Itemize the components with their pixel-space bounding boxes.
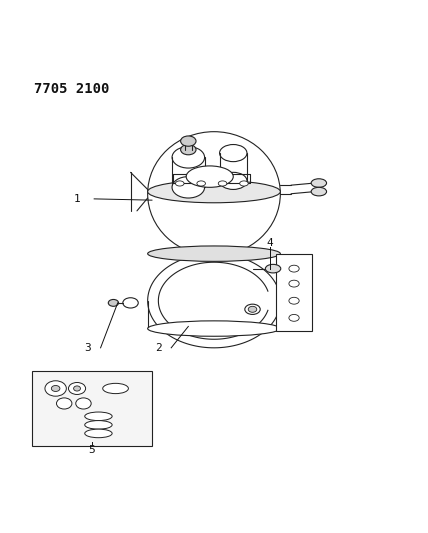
Ellipse shape — [51, 385, 60, 391]
Text: 3: 3 — [84, 343, 91, 353]
Ellipse shape — [181, 136, 196, 146]
Ellipse shape — [289, 280, 299, 287]
Ellipse shape — [181, 144, 196, 155]
Ellipse shape — [311, 179, 327, 187]
Ellipse shape — [172, 147, 205, 168]
Ellipse shape — [76, 398, 91, 409]
Ellipse shape — [186, 166, 233, 187]
Ellipse shape — [289, 265, 299, 272]
Ellipse shape — [248, 306, 257, 312]
Text: 1: 1 — [74, 194, 80, 204]
Ellipse shape — [265, 264, 281, 273]
Ellipse shape — [197, 181, 205, 186]
Ellipse shape — [240, 181, 248, 186]
Ellipse shape — [85, 421, 112, 429]
Ellipse shape — [148, 321, 280, 336]
Ellipse shape — [172, 176, 205, 198]
Ellipse shape — [108, 300, 119, 306]
Ellipse shape — [220, 172, 247, 189]
Ellipse shape — [85, 429, 112, 438]
Ellipse shape — [56, 398, 72, 409]
Ellipse shape — [123, 298, 138, 308]
Ellipse shape — [245, 304, 260, 314]
Ellipse shape — [218, 181, 227, 186]
Text: 2: 2 — [155, 343, 162, 353]
Ellipse shape — [68, 383, 86, 394]
Ellipse shape — [148, 132, 280, 256]
Ellipse shape — [103, 383, 128, 393]
Ellipse shape — [289, 297, 299, 304]
Ellipse shape — [148, 246, 280, 261]
Ellipse shape — [85, 412, 112, 421]
Ellipse shape — [311, 187, 327, 196]
Ellipse shape — [220, 144, 247, 161]
Ellipse shape — [45, 381, 66, 396]
Ellipse shape — [74, 386, 80, 391]
Bar — [32, 372, 152, 446]
Bar — [276, 254, 312, 330]
Text: 5: 5 — [89, 445, 95, 455]
Text: 4: 4 — [266, 238, 273, 248]
Text: 7705 2100: 7705 2100 — [34, 83, 110, 96]
Ellipse shape — [289, 314, 299, 321]
Ellipse shape — [148, 181, 280, 203]
Ellipse shape — [175, 181, 184, 186]
